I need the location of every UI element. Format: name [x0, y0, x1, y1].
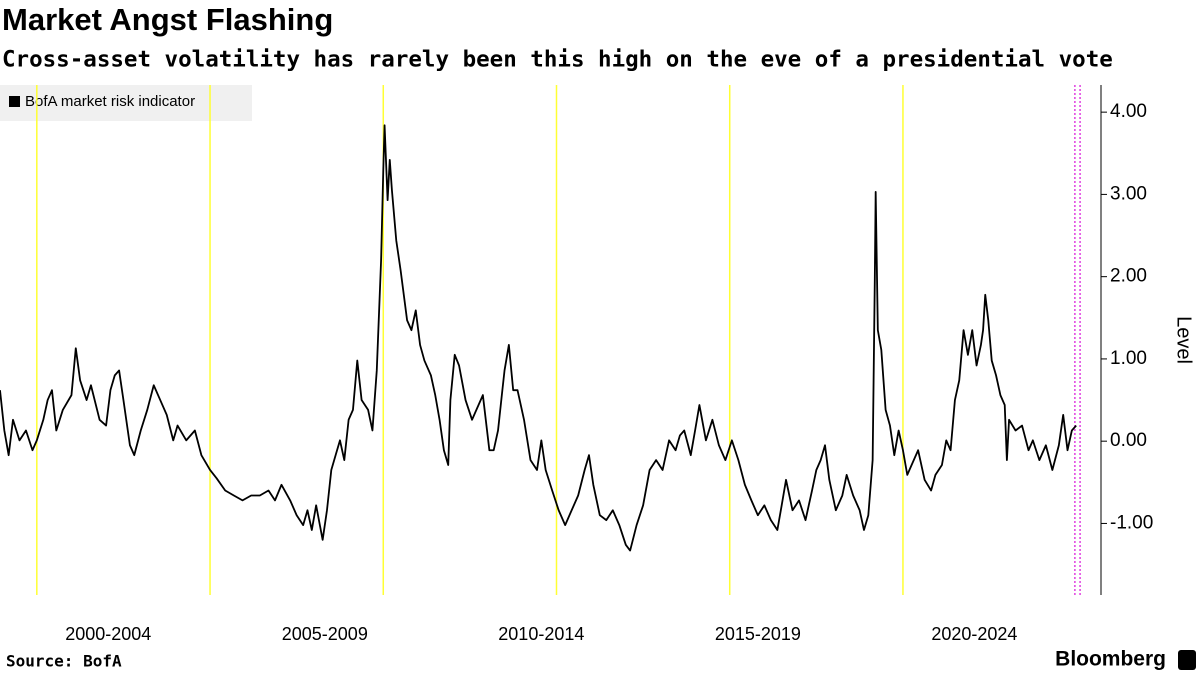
y-tick-label: 0.00: [1110, 430, 1147, 451]
brand: Bloomberg: [1055, 648, 1166, 671]
source: Source: BofA: [6, 652, 122, 671]
y-tick-label: 3.00: [1110, 183, 1147, 204]
x-tick-label: 2005-2009: [282, 624, 368, 644]
x-tick-label: 2000-2004: [65, 624, 151, 644]
legend-swatch: [9, 96, 20, 107]
brand-icon: [1178, 650, 1196, 670]
x-tick-label: 2020-2024: [931, 624, 1017, 644]
x-tick-label: 2015-2019: [715, 624, 801, 644]
chart-subtitle: Cross-asset volatility has rarely been t…: [2, 47, 1113, 73]
series-line: [0, 124, 1077, 552]
y-tick-label: 4.00: [1110, 101, 1147, 122]
y-tick-label: 2.00: [1110, 266, 1147, 287]
chart-title: Market Angst Flashing: [2, 2, 333, 37]
y-tick-label: -1.00: [1110, 512, 1153, 533]
x-tick-label: 2010-2014: [498, 624, 584, 644]
legend-label: BofA market risk indicator: [25, 93, 195, 110]
y-tick-label: 1.00: [1110, 348, 1147, 369]
y-axis-label: Level: [1173, 316, 1195, 364]
